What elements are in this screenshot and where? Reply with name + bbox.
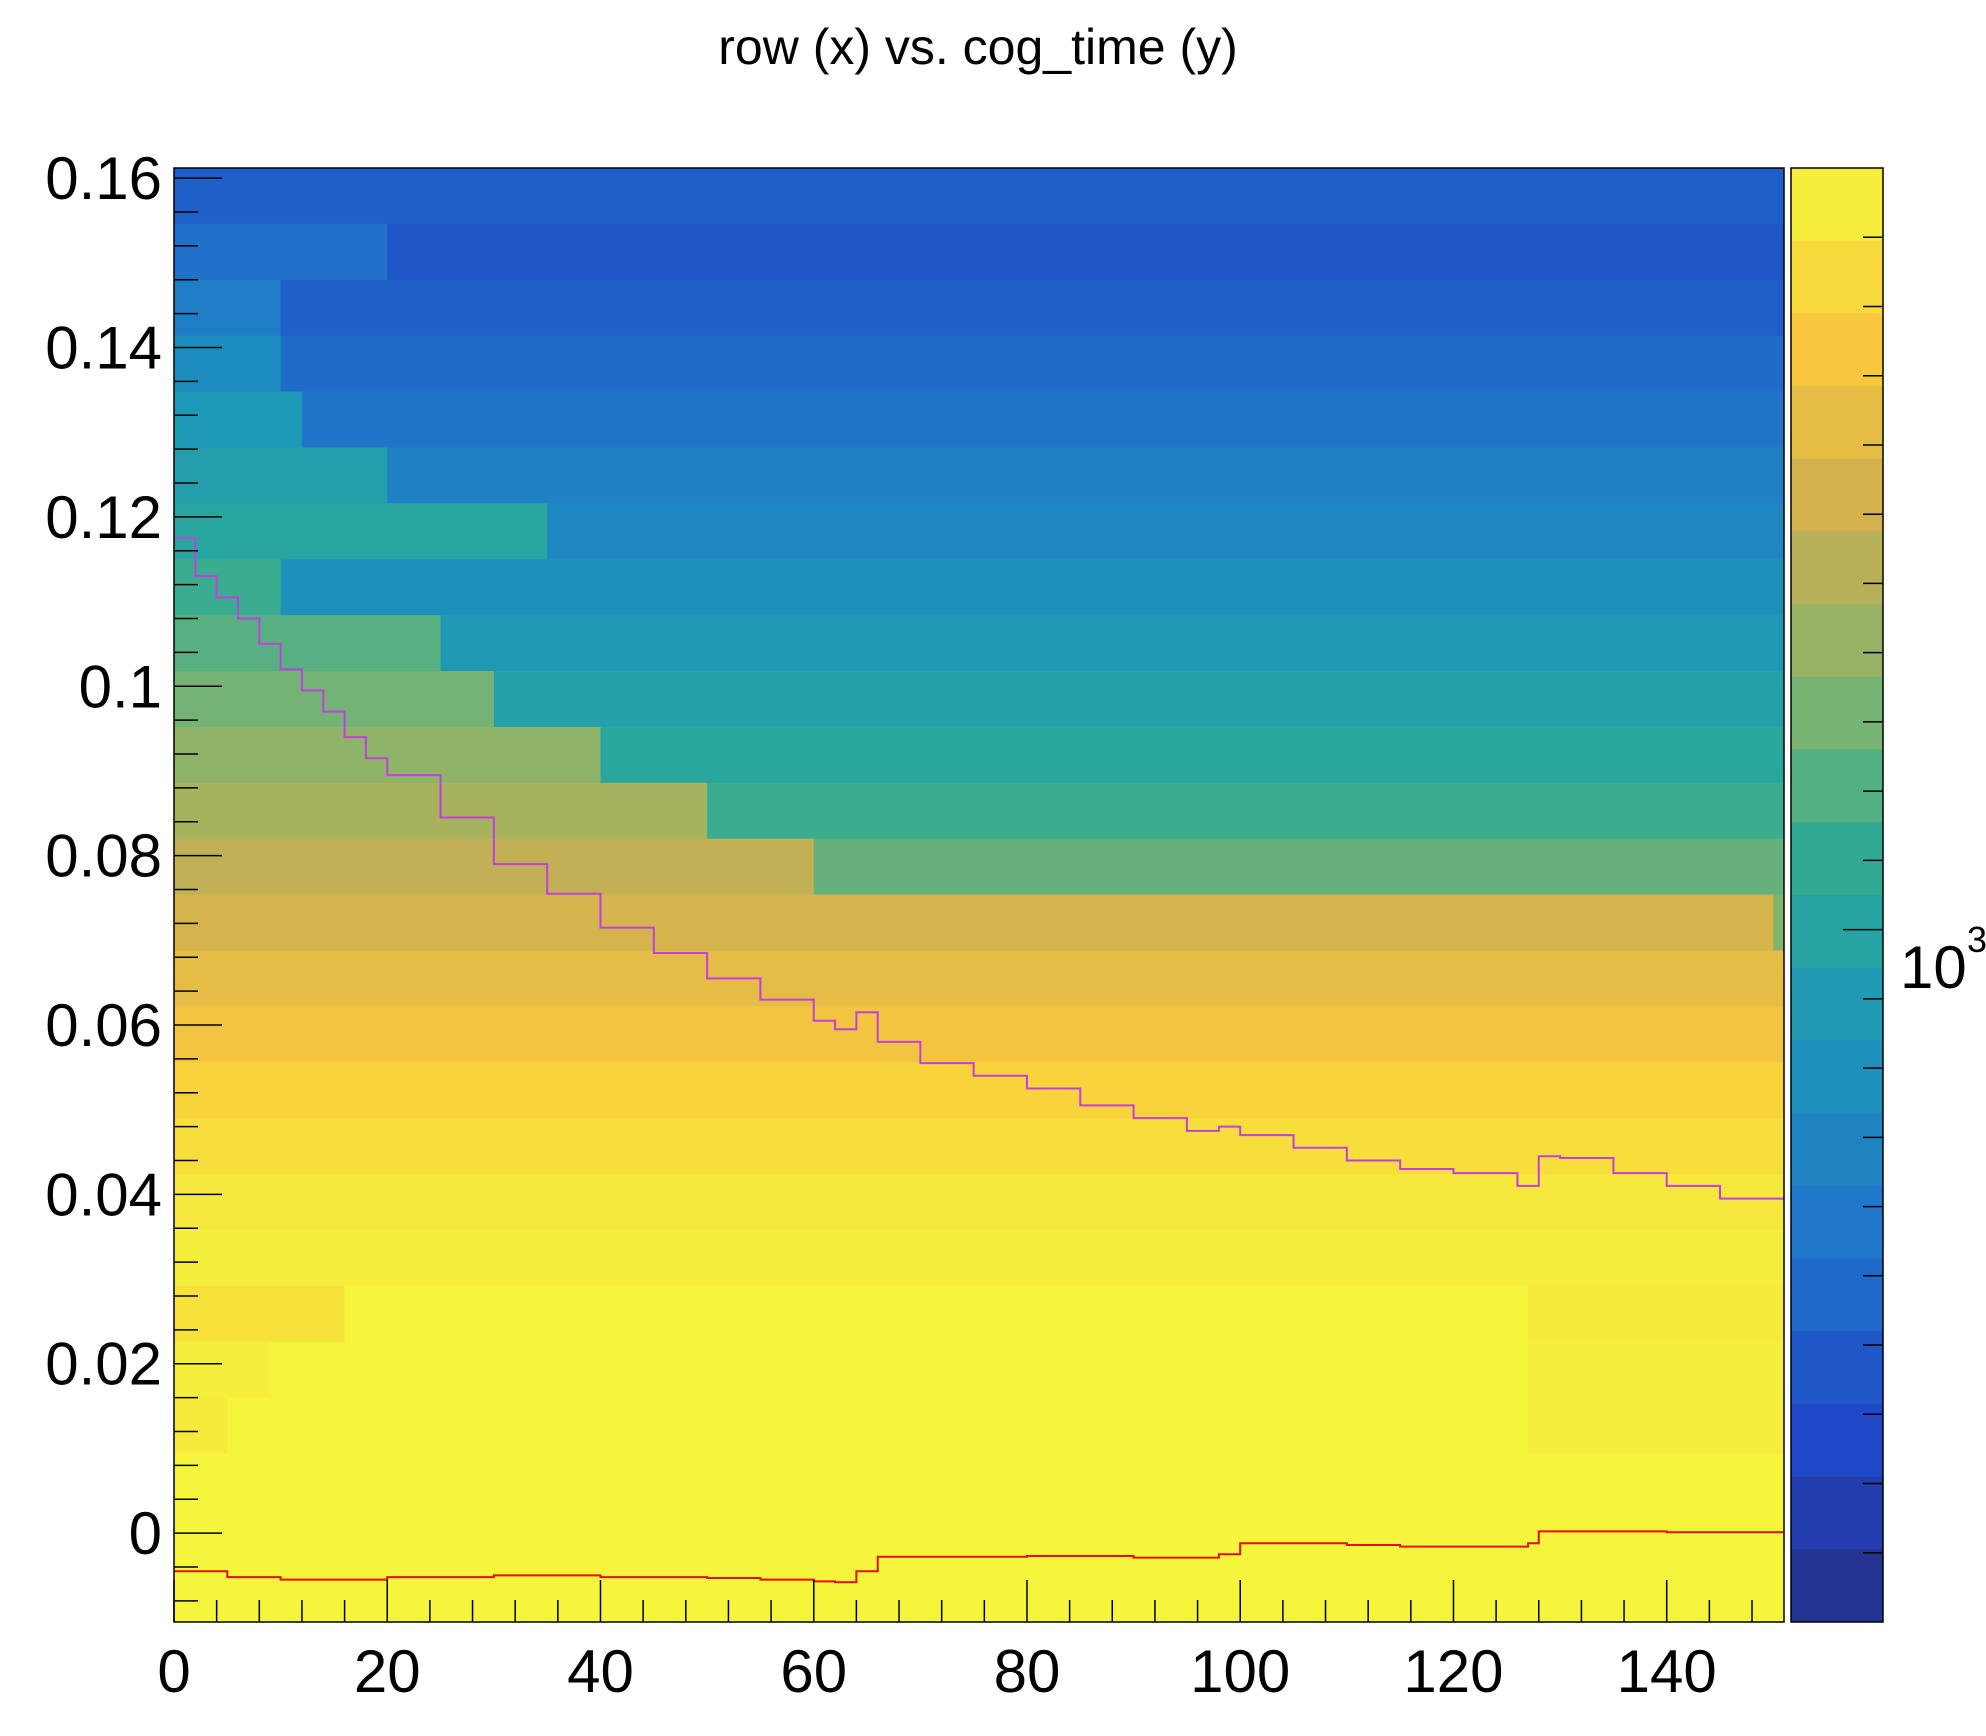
magenta-profile-line (174, 537, 1784, 1201)
colorbar-step (1791, 604, 1883, 678)
colorbar-frame (1790, 167, 1884, 1623)
colorbar-step (1791, 676, 1883, 751)
colorbar-step (1791, 1258, 1883, 1332)
heatmap-cell (174, 1174, 1784, 1231)
heatmap-cell (174, 391, 303, 448)
heatmap-cell (174, 503, 548, 560)
x-tick-label: 140 (1617, 1638, 1717, 1705)
colorbar-step (1791, 386, 1883, 460)
y-tick-label: 0.12 (45, 484, 162, 551)
chart-title: row (x) vs. cog_time (y) (718, 19, 1238, 75)
y-tick-label: 0.1 (79, 653, 162, 720)
heatmap-cell (1528, 1285, 1784, 1343)
colorbar-step (1791, 1185, 1883, 1259)
heatmap-cell (1528, 1341, 1784, 1399)
heatmap-cell (280, 559, 1784, 616)
series-lines (174, 537, 1784, 1584)
heatmap-cell (174, 671, 495, 728)
heatmap-cell (174, 168, 1784, 225)
colorbar-step (1791, 822, 1883, 896)
heatmap-cell (301, 391, 1784, 448)
colorbar-step (1791, 313, 1883, 387)
heatmap-cell (174, 1453, 1784, 1510)
heatmap (174, 168, 1784, 1622)
y-tick-label: 0 (129, 1500, 162, 1567)
heatmap-cell (269, 1341, 1529, 1399)
heatmap-cell (174, 950, 1784, 1007)
heatmap-cell (174, 1118, 1784, 1175)
heatmap-cell (174, 1006, 1784, 1063)
x-tick-label: 120 (1403, 1638, 1503, 1705)
y-tick-label: 0.16 (45, 145, 162, 212)
heatmap-cell (174, 1285, 346, 1343)
heatmap-cell (174, 1397, 228, 1454)
heatmap-cell (174, 894, 1774, 951)
heatmap-cell (174, 1341, 271, 1399)
colorbar-step (1791, 1113, 1883, 1187)
heatmap-cell (174, 1229, 1784, 1287)
colorbar-step (1791, 1040, 1883, 1114)
heatmap-cell (813, 838, 1784, 896)
y-tick-label: 0.14 (45, 315, 162, 382)
x-tick-label: 100 (1190, 1638, 1290, 1705)
heatmap-cell (174, 223, 388, 281)
heatmap-cell (280, 279, 1784, 337)
colorbar-step (1791, 1476, 1883, 1550)
heatmap-cell (547, 503, 1784, 560)
heatmap-cell (174, 1565, 1784, 1622)
red-profile-line (174, 1530, 1784, 1584)
x-tick-label: 60 (780, 1638, 847, 1705)
heatmap-cell (174, 447, 388, 504)
colorbar-step (1791, 1403, 1883, 1478)
heatmap-cell (174, 615, 442, 672)
colorbar-step (1791, 240, 1883, 314)
heatmap-cell (174, 1062, 1784, 1119)
heatmap-cell (344, 1285, 1529, 1343)
heatmap-cell (174, 279, 282, 337)
heatmap-cell (1773, 894, 1784, 951)
colorbar-label-exponent: 3 (1967, 919, 1986, 960)
plot-frame (173, 167, 1785, 1623)
y-tick-label: 0.08 (45, 823, 162, 890)
colorbar-step (1791, 749, 1883, 823)
colorbar (1790, 167, 1884, 1623)
y-tick-label: 0.06 (45, 992, 162, 1059)
axes: 0 20 40 60 80 100 120 140 0 0.02 0.04 0.06 0.08 0.1 0.… (45, 145, 1753, 1705)
heatmap-cell (1528, 1397, 1784, 1454)
heatmap-cell (174, 335, 282, 393)
heatmap-cell (227, 1397, 1529, 1454)
colorbar-step (1791, 168, 1883, 242)
heatmap-cell (440, 615, 1784, 672)
colorbar-step (1791, 895, 1883, 969)
x-tick-label: 80 (994, 1638, 1061, 1705)
colorbar-step (1791, 531, 1883, 605)
y-tick-label: 0.04 (45, 1161, 162, 1228)
heatmap-cell (600, 726, 1784, 784)
colorbar-step (1791, 1331, 1883, 1405)
x-tick-label: 20 (354, 1638, 421, 1705)
heatmap-cell (387, 223, 1784, 281)
colorbar-step (1791, 458, 1883, 532)
x-tick-label: 40 (567, 1638, 634, 1705)
heatmap-cell (493, 671, 1784, 728)
colorbar-step (1791, 1549, 1883, 1623)
y-tick-label: 0.02 (45, 1331, 162, 1398)
colorbar-label: 10 (1900, 934, 1967, 1001)
colorbar-step (1791, 967, 1883, 1041)
heatmap-cell (707, 782, 1784, 840)
x-tick-label: 0 (157, 1638, 190, 1705)
heatmap-cell (280, 335, 1784, 393)
heatmap-cell (174, 559, 282, 616)
heatmap-cell (387, 447, 1784, 504)
